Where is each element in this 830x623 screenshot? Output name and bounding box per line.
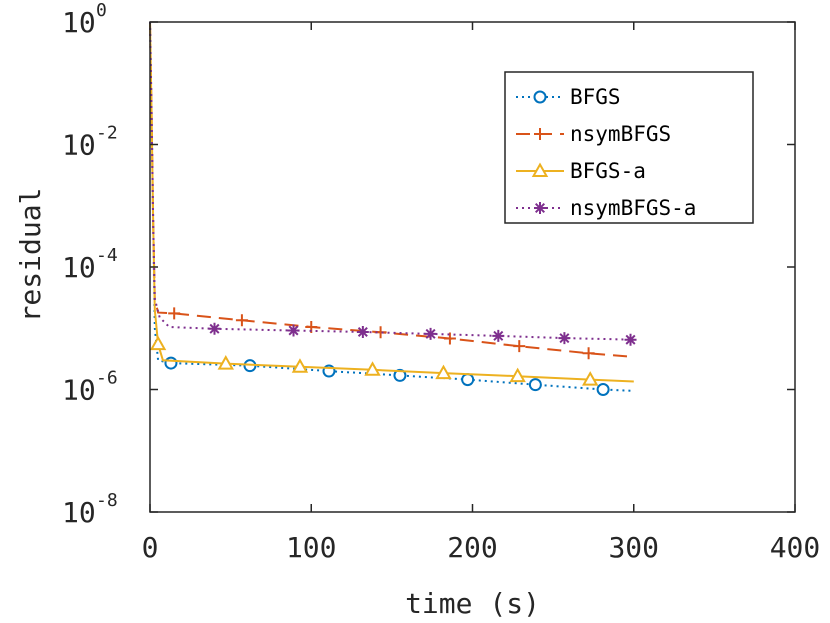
y-tick-exponent: 0 [96, 0, 107, 21]
legend-label-bfgs: BFGS [570, 85, 621, 109]
legend-marker-bfgs [533, 90, 547, 104]
data-point-nsymbfgs-a [624, 333, 637, 346]
data-point-bfgs-a [509, 367, 526, 383]
y-tick-label: 10 [62, 6, 96, 39]
y-axis-label: residual [14, 188, 47, 323]
x-tick-label: 0 [142, 531, 159, 564]
data-point-nsymbfgs [582, 347, 595, 360]
y-tick-exponent: -8 [96, 490, 118, 511]
y-tick-exponent: -4 [96, 245, 118, 266]
x-tick-label: 300 [608, 531, 659, 564]
data-point-bfgs [528, 378, 542, 392]
y-tick-label: 10 [62, 251, 96, 284]
data-point-nsymbfgs-a [424, 327, 437, 340]
data-point-bfgs-a [435, 364, 452, 380]
data-point-bfgs-a [291, 358, 309, 373]
data-point-nsymbfgs-a [492, 329, 505, 342]
data-point-bfgs [164, 356, 178, 370]
data-point-bfgs-a [217, 355, 235, 370]
data-point-bfgs [461, 373, 475, 387]
data-point-nsymbfgs-a [287, 324, 300, 337]
legend-label-nsymbfgs-a: nsymBFGS-a [570, 196, 696, 220]
y-tick-label: 10 [62, 374, 96, 407]
series-bfgs-a [149, 21, 634, 386]
y-tick-label: 10 [62, 129, 96, 162]
data-point-nsymbfgs [513, 340, 526, 353]
data-point-bfgs [596, 383, 610, 396]
x-tick-label: 200 [447, 531, 498, 564]
y-tick-exponent: -6 [96, 368, 118, 389]
data-point-nsymbfgs [443, 332, 456, 345]
y-tick-exponent: -2 [96, 123, 118, 144]
legend-label-nsymbfgs: nsymBFGS [570, 122, 671, 146]
data-point-nsymbfgs [235, 314, 248, 327]
y-tick-label: 10 [62, 496, 96, 529]
data-point-nsymbfgs-a [356, 325, 369, 338]
legend-marker-bfgs-a [531, 162, 549, 177]
data-point-nsymbfgs-a [558, 332, 571, 345]
legend-label-bfgs-a: BFGS-a [570, 159, 646, 183]
data-point-bfgs-a [149, 335, 167, 351]
data-point-bfgs [393, 368, 407, 382]
x-axis-label: time (s) [405, 587, 540, 620]
data-point-nsymbfgs [168, 307, 181, 320]
legend: BFGS nsymBFGS BFGS-a nsymBFGS-a [504, 71, 754, 224]
plot-series-layer [149, 21, 637, 396]
legend-marker-nsymbfgs [534, 128, 546, 140]
x-tick-label: 100 [286, 531, 337, 564]
legend-entry-bfgs: BFGS [516, 85, 621, 109]
legend-entry-nsymbfgs: nsymBFGS [516, 122, 671, 146]
data-point-bfgs-a [364, 361, 381, 376]
legend-entry-nsymbfgs-a: nsymBFGS-a [516, 196, 696, 220]
legend-entry-bfgs-a: BFGS-a [516, 159, 646, 183]
data-point-bfgs-a [581, 371, 599, 386]
data-point-nsymbfgs-a [208, 322, 221, 335]
legend-marker-nsymbfgs-a [534, 202, 546, 214]
x-tick-label: 400 [770, 531, 821, 564]
series-nsymbfgs-a [149, 21, 637, 346]
